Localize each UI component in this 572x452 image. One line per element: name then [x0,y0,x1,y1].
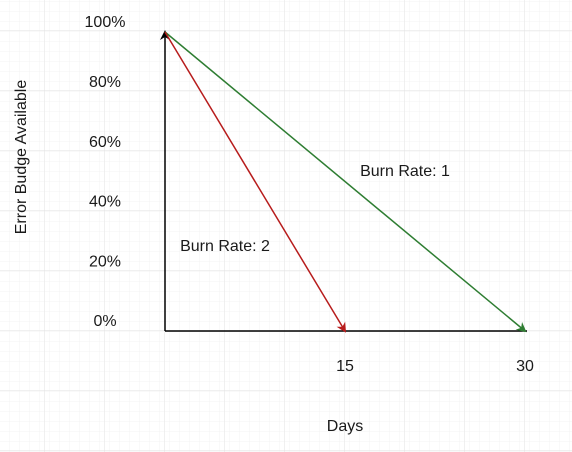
x-tick-label: 30 [516,358,534,375]
y-axis-label: Error Budge Available [13,80,30,235]
y-tick-label: 0% [93,313,116,330]
series-label: Burn Rate: 1 [360,163,450,180]
x-axis-label: Days [327,418,363,435]
series-label: Burn Rate: 2 [180,238,270,255]
y-tick-label: 100% [85,14,126,31]
series-line [164,31,347,333]
series-line [164,31,527,333]
x-tick-label: 15 [336,358,354,375]
y-tick-label: 40% [89,194,121,211]
y-tick-label: 80% [89,74,121,91]
y-tick-label: 20% [89,253,121,270]
y-tick-label: 60% [89,134,121,151]
